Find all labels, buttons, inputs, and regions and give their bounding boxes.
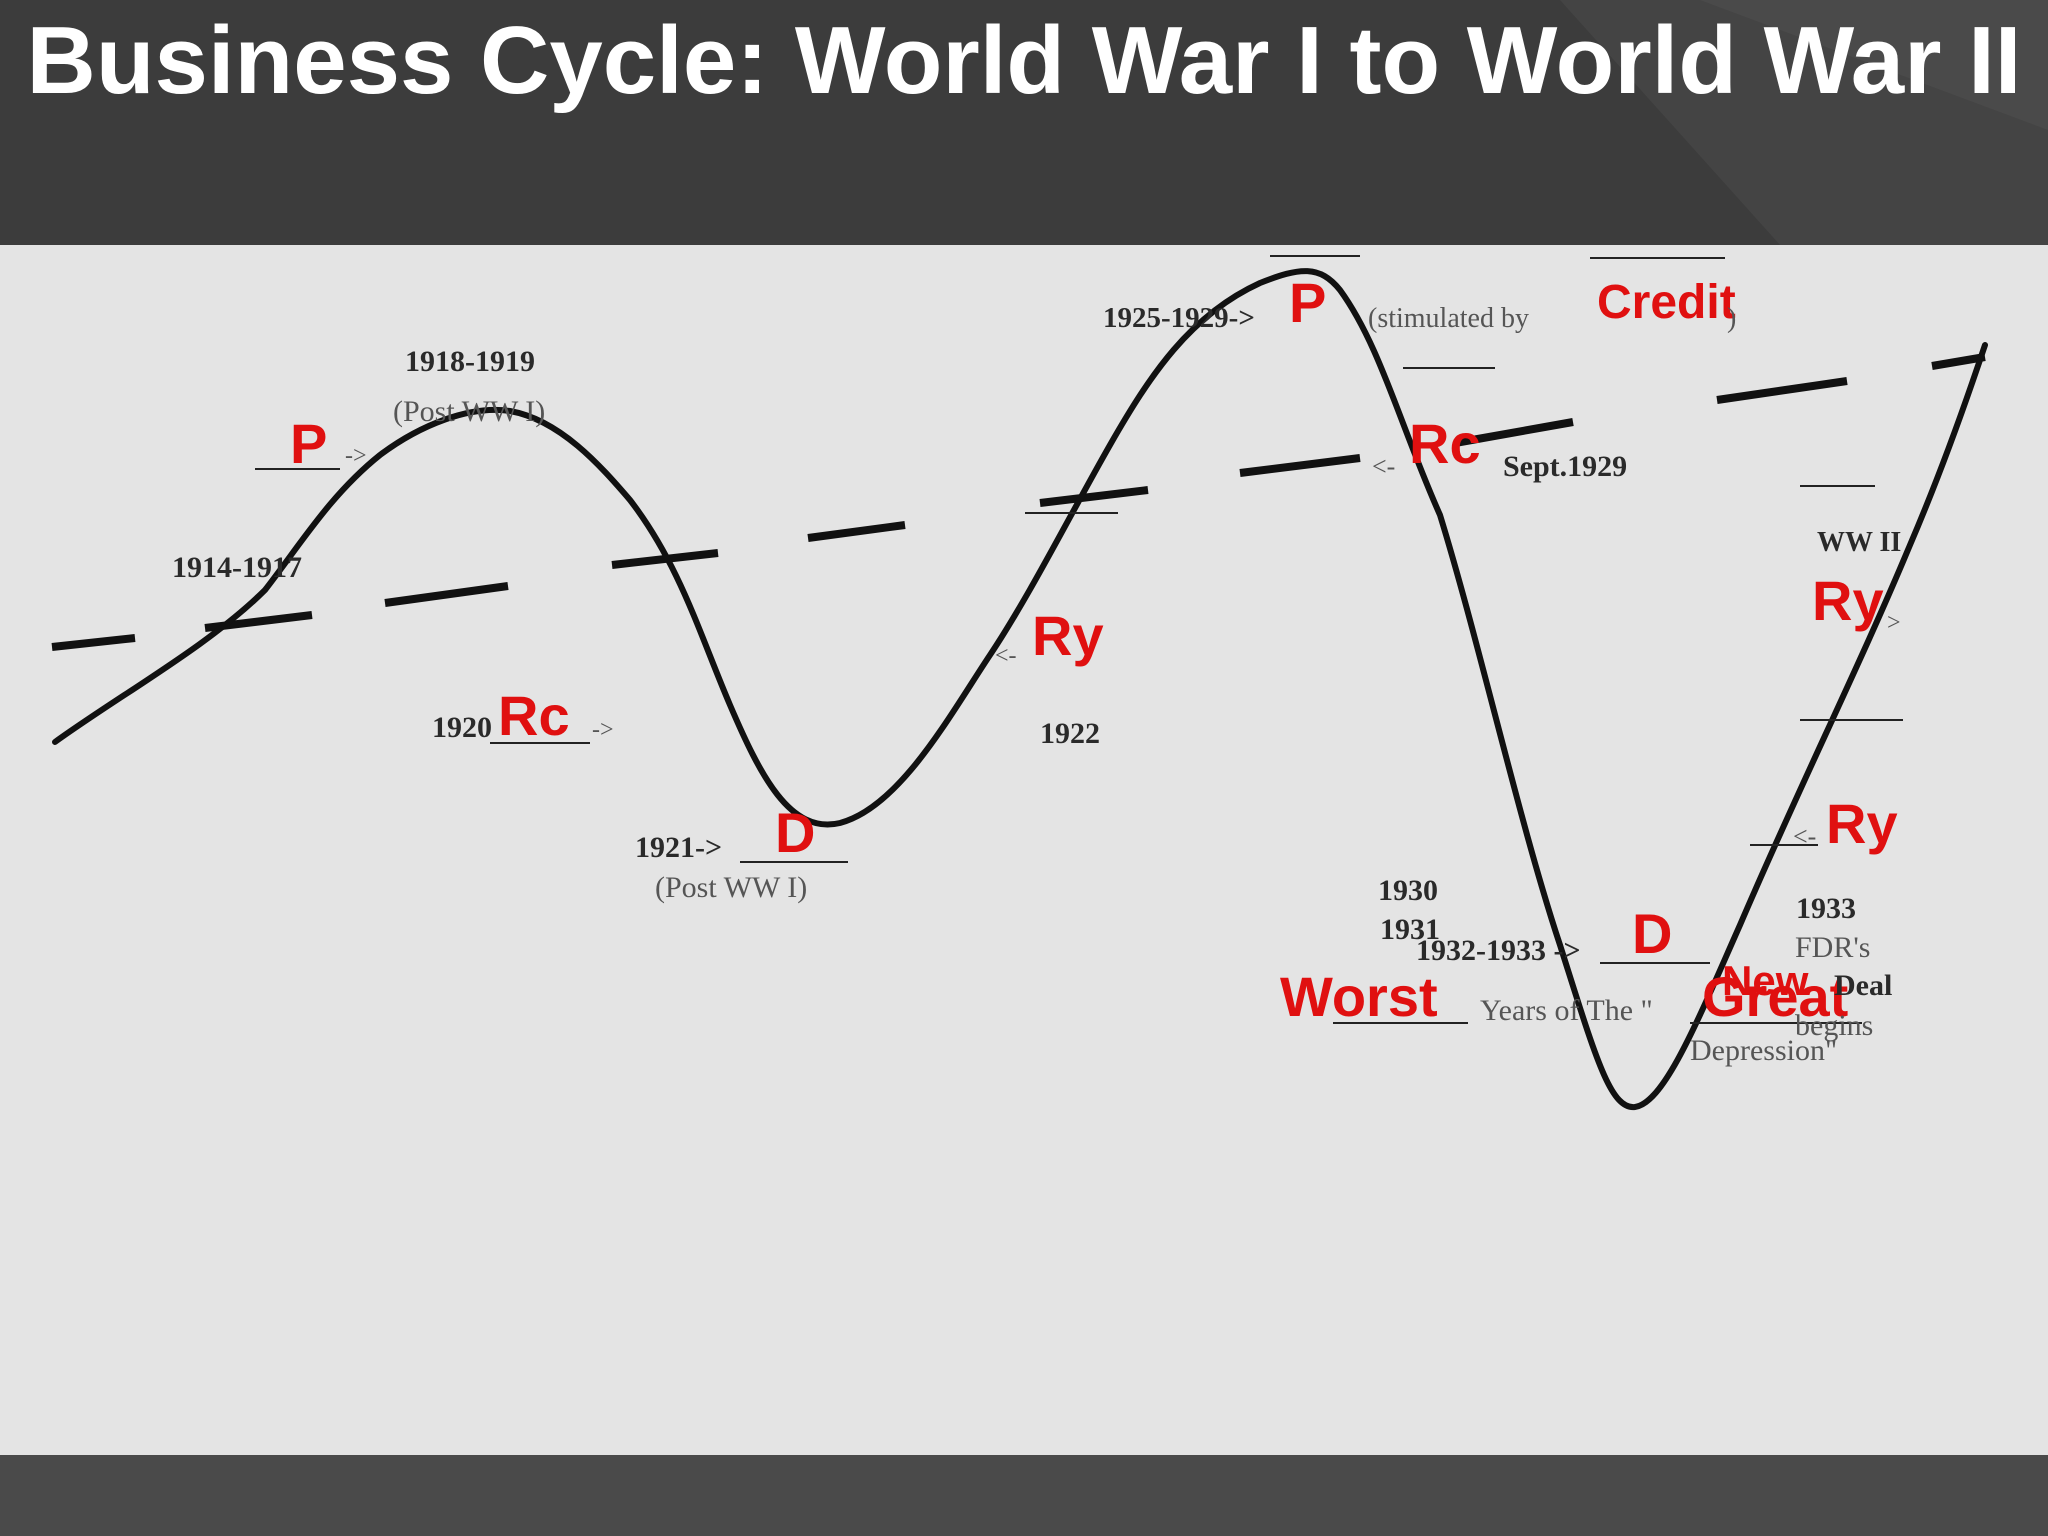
d2-years-label: 1932-1933 ->: [1416, 934, 1581, 967]
nd-begins-label: begins: [1795, 1009, 1873, 1042]
ww2-label: WW II: [1817, 527, 1901, 558]
ry3-recovery-letter: Ry: [1826, 792, 1898, 855]
business-cycle-diagram: 1918-1919 (Post WW I) P -> 1914-1917 192…: [51, 255, 1988, 1111]
ry3-arrow: <-: [1793, 822, 1816, 851]
nd-fdr-label: FDR's: [1795, 931, 1870, 964]
cycle-curve: [52, 268, 1988, 1111]
nd-year-label: 1933: [1796, 892, 1856, 925]
p1-note-label: (Post WW I): [393, 395, 545, 428]
left-years-label: 1914-1917: [172, 551, 302, 584]
worst-years-text: Years of The ": [1480, 994, 1653, 1027]
d1-years-label: 1921->: [635, 831, 722, 864]
answer-blanks: [255, 255, 1903, 1024]
worst-word: Worst: [1280, 965, 1438, 1028]
d1-note-label: (Post WW I): [655, 871, 807, 904]
rc1-years-label: 1920: [432, 711, 492, 744]
ry1-years-label: 1922: [1040, 717, 1100, 750]
p1-peak-letter: P: [290, 412, 327, 475]
p2-years-label: 1925-1929->: [1103, 302, 1255, 334]
rc2-date-label: Sept.1929: [1503, 450, 1627, 483]
header-facet-decoration: [1560, 0, 2048, 245]
p2-close-paren: ): [1727, 303, 1736, 334]
rc2-arrow: <-: [1372, 452, 1395, 481]
great-word: Great: [1702, 965, 1848, 1028]
rc2-recession-letter: Rc: [1409, 412, 1481, 475]
ry1-recovery-letter: Ry: [1032, 604, 1104, 667]
p2-cause-word: Credit: [1597, 276, 1736, 329]
ry2-recovery-letter: Ry: [1812, 569, 1884, 632]
nd-deal-label: Deal: [1834, 969, 1892, 1002]
rc1-arrow: ->: [592, 717, 614, 743]
depression-word: Depression": [1690, 1034, 1837, 1067]
d1-depression-letter: D: [775, 801, 815, 864]
slide-header: Business Cycle: World War I to World War…: [0, 0, 2048, 245]
rc1-recession-letter: Rc: [498, 684, 570, 747]
p1-arrow: ->: [345, 443, 367, 469]
ry1-arrow: <-: [995, 643, 1017, 669]
ry2-arrow: >: [1887, 610, 1901, 636]
slide-title: Business Cycle: World War I to World War…: [26, 7, 2022, 114]
p1-years-label: 1918-1919: [405, 345, 535, 378]
nd-new-word: New: [1722, 957, 1809, 1004]
d2-depression-letter: D: [1632, 902, 1672, 965]
p2-note-label: (stimulated by: [1368, 303, 1529, 334]
mid-year-1931: 1931: [1380, 913, 1440, 946]
slide-footer: [0, 1455, 2048, 1536]
diagram-panel: 1918-1919 (Post WW I) P -> 1914-1917 192…: [0, 245, 2048, 1455]
mid-year-1930: 1930: [1378, 874, 1438, 907]
p2-peak-letter: P: [1289, 271, 1326, 334]
